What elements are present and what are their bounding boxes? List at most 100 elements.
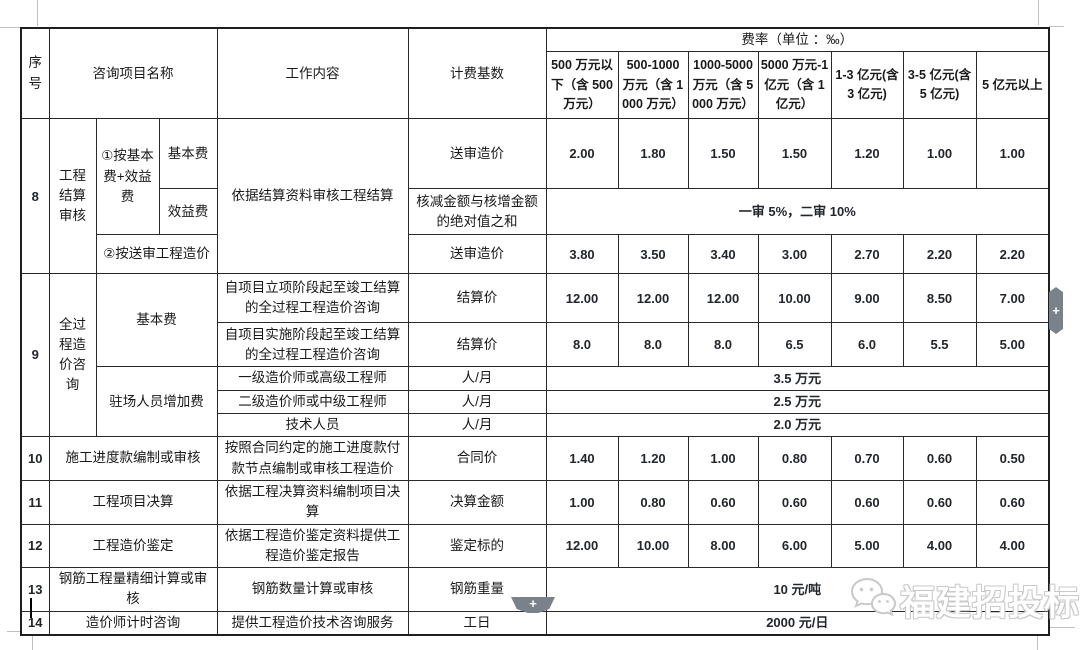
- fee-cell[interactable]: 1.50: [757, 118, 832, 190]
- fee-cell[interactable]: 1.00: [545, 480, 619, 525]
- fee-cell[interactable]: 1.20: [830, 118, 904, 190]
- fee-cell[interactable]: 7.00: [975, 273, 1050, 324]
- fee-cell[interactable]: 8.50: [902, 273, 977, 324]
- header-billing-basis[interactable]: 计费基数: [407, 27, 547, 120]
- row11-basis[interactable]: 决算金额: [407, 480, 547, 525]
- row8-basis-method2[interactable]: 送审造价: [407, 234, 547, 275]
- row9-basis-settle[interactable]: 结算价: [407, 273, 547, 324]
- row14-project-name[interactable]: 造价师计时咨询: [48, 610, 218, 636]
- row13-no[interactable]: 13: [20, 567, 50, 612]
- fee-cell[interactable]: 0.80: [757, 436, 832, 481]
- header-range-5[interactable]: 1-3 亿元(含 3 亿元): [830, 51, 904, 120]
- row13-project-name[interactable]: 钢筋工程量精细计算或审核: [48, 567, 218, 612]
- row9-no[interactable]: 9: [20, 273, 50, 437]
- row14-fee[interactable]: 2000 元/日: [545, 610, 1050, 636]
- row9-unit-person-month[interactable]: 人/月: [407, 389, 547, 414]
- fee-cell[interactable]: 12.00: [545, 273, 619, 324]
- fee-cell[interactable]: 8.0: [617, 322, 689, 368]
- header-range-6[interactable]: 3-5 亿元(含 5 亿元): [902, 51, 977, 120]
- row9-work-full[interactable]: 自项目立项阶段起至竣工结算的全过程工程造价咨询: [216, 273, 409, 324]
- row9-work-impl[interactable]: 自项目实施阶段起至竣工结算的全过程工程造价咨询: [216, 322, 409, 368]
- fee-cell[interactable]: 2.00: [545, 118, 619, 190]
- header-project-name[interactable]: 咨询项目名称: [48, 27, 218, 120]
- row8-benefit-rate[interactable]: 一审 5%，二审 10%: [545, 188, 1050, 236]
- row10-no[interactable]: 10: [20, 436, 50, 481]
- fee-cell[interactable]: 12.00: [687, 273, 759, 324]
- fee-cell[interactable]: 5.00: [830, 523, 904, 568]
- fee-cell[interactable]: 1.00: [687, 436, 759, 481]
- fee-cell[interactable]: 3.80: [545, 234, 619, 275]
- header-range-2[interactable]: 500-1000 万元（含 1000 万元）: [617, 51, 689, 120]
- header-no[interactable]: 序号: [20, 27, 50, 120]
- row9-staff3[interactable]: 技术人员: [216, 412, 409, 438]
- row10-basis[interactable]: 合同价: [407, 436, 547, 481]
- row9-fee3[interactable]: 2.0 万元: [545, 412, 1050, 438]
- row10-work-content[interactable]: 按照合同约定的施工进度款付款节点编制或审核工程造价: [216, 436, 409, 481]
- fee-cell[interactable]: 6.5: [757, 322, 832, 368]
- row8-no[interactable]: 8: [20, 118, 50, 275]
- fee-cell[interactable]: 0.50: [975, 436, 1050, 481]
- fee-cell[interactable]: 12.00: [617, 273, 689, 324]
- header-range-7[interactable]: 5 亿元以上: [975, 51, 1050, 120]
- row8-basis-basic[interactable]: 送审造价: [407, 118, 547, 190]
- fee-cell[interactable]: 1.80: [617, 118, 689, 190]
- row8-project-name[interactable]: 工程结算审核: [48, 118, 97, 275]
- fee-cell[interactable]: 2.20: [975, 234, 1050, 275]
- add-row-handle[interactable]: +: [511, 597, 555, 613]
- row11-no[interactable]: 11: [20, 480, 50, 525]
- fee-cell[interactable]: 5.5: [902, 322, 977, 368]
- row9-fee1[interactable]: 3.5 万元: [545, 366, 1050, 391]
- row9-fee2[interactable]: 2.5 万元: [545, 389, 1050, 414]
- fee-cell[interactable]: 1.00: [902, 118, 977, 190]
- fee-cell[interactable]: 4.00: [975, 523, 1050, 568]
- row8-method1[interactable]: ①按基本费+效益费: [95, 118, 160, 236]
- row9-project-name[interactable]: 全过程造价咨询: [48, 273, 97, 437]
- row9-staff2[interactable]: 二级造价师或中级工程师: [216, 389, 409, 414]
- fee-cell[interactable]: 0.60: [830, 480, 904, 525]
- header-rate-title[interactable]: 费率（单位 ：‰）: [545, 27, 1050, 53]
- fee-cell[interactable]: 10.00: [757, 273, 832, 324]
- fee-cell[interactable]: 6.0: [830, 322, 904, 368]
- row14-work-content[interactable]: 提供工程造价技术咨询服务: [216, 610, 409, 636]
- fee-cell[interactable]: 1.50: [687, 118, 759, 190]
- fee-cell[interactable]: 9.00: [830, 273, 904, 324]
- fee-cell[interactable]: 1.40: [545, 436, 619, 481]
- row14-no[interactable]: 14: [20, 610, 50, 636]
- fee-cell[interactable]: 5.00: [975, 322, 1050, 368]
- row9-basis-settle[interactable]: 结算价: [407, 322, 547, 368]
- header-work-content[interactable]: 工作内容: [216, 27, 409, 120]
- fee-cell[interactable]: 0.60: [975, 480, 1050, 525]
- fee-cell[interactable]: 3.00: [757, 234, 832, 275]
- row10-project-name[interactable]: 施工进度款编制或审核: [48, 436, 218, 481]
- fee-cell[interactable]: 3.50: [617, 234, 689, 275]
- row9-basic-fee-label[interactable]: 基本费: [95, 273, 218, 368]
- row13-work-content[interactable]: 钢筋数量计算或审核: [216, 567, 409, 612]
- row12-no[interactable]: 12: [20, 523, 50, 568]
- fee-cell[interactable]: 8.00: [687, 523, 759, 568]
- row11-work-content[interactable]: 依据工程决算资料编制项目决算: [216, 480, 409, 525]
- fee-cell[interactable]: 12.00: [545, 523, 619, 568]
- fee-cell[interactable]: 3.40: [687, 234, 759, 275]
- add-column-handle[interactable]: +: [1049, 287, 1063, 334]
- fee-cell[interactable]: 2.20: [902, 234, 977, 275]
- row12-work-content[interactable]: 依据工程造价鉴定资料提供工程造价鉴定报告: [216, 523, 409, 568]
- row9-unit-person-month[interactable]: 人/月: [407, 412, 547, 438]
- fee-cell[interactable]: 1.20: [617, 436, 689, 481]
- fee-cell[interactable]: 0.70: [830, 436, 904, 481]
- fee-cell[interactable]: 8.0: [545, 322, 619, 368]
- fee-cell[interactable]: 10.00: [617, 523, 689, 568]
- fee-cell[interactable]: 1.00: [975, 118, 1050, 190]
- row9-unit-person-month[interactable]: 人/月: [407, 366, 547, 391]
- row8-method2[interactable]: ②按送审工程造价: [95, 234, 218, 275]
- row11-project-name[interactable]: 工程项目决算: [48, 480, 218, 525]
- header-range-3[interactable]: 1000-5000 万元（含 5000 万元）: [687, 51, 759, 120]
- fee-cell[interactable]: 0.60: [687, 480, 759, 525]
- fee-cell[interactable]: 0.60: [902, 436, 977, 481]
- header-range-4[interactable]: 5000 万元-1 亿元（含 1 亿元）: [757, 51, 832, 120]
- fee-cell[interactable]: 6.00: [757, 523, 832, 568]
- row9-onsite-fee-label[interactable]: 驻场人员增加费: [95, 366, 218, 437]
- fee-cell[interactable]: 2.70: [830, 234, 904, 275]
- header-range-1[interactable]: 500 万元以下（含 500 万元）: [545, 51, 619, 120]
- fee-cell[interactable]: 8.0: [687, 322, 759, 368]
- fee-cell[interactable]: 0.60: [757, 480, 832, 525]
